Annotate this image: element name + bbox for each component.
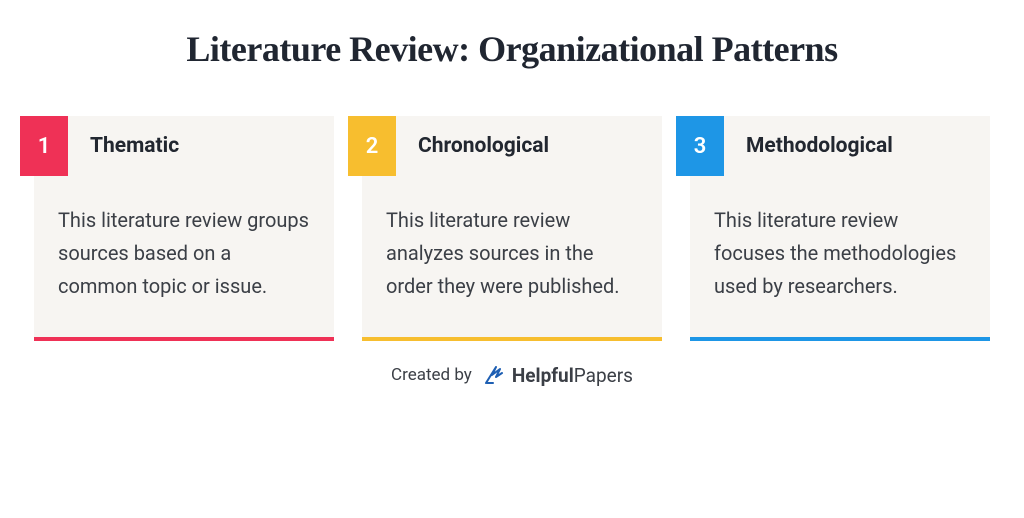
card-number-badge: 1 bbox=[20, 116, 68, 176]
card-number-badge: 2 bbox=[348, 116, 396, 176]
card-chronological: 2 Chronological This literature review a… bbox=[362, 116, 662, 341]
created-by-label: Created by bbox=[391, 365, 472, 385]
cards-row: 1 Thematic This literature review groups… bbox=[34, 116, 990, 341]
card-header: 2 Chronological bbox=[362, 116, 662, 176]
card-underline bbox=[690, 337, 990, 341]
brand-name: HelpfulPapers bbox=[512, 364, 633, 387]
card-thematic: 1 Thematic This literature review groups… bbox=[34, 116, 334, 341]
card-header: 1 Thematic bbox=[34, 116, 334, 176]
card-title: Thematic bbox=[90, 134, 179, 158]
card-title: Chronological bbox=[418, 134, 549, 158]
brand-name-light: Papers bbox=[574, 364, 633, 387]
card-header: 3 Methodological bbox=[690, 116, 990, 176]
card-body: This literature review analyzes sources … bbox=[362, 176, 662, 337]
footer: Created by HelpfulPapers bbox=[34, 363, 990, 387]
card-number-badge: 3 bbox=[676, 116, 724, 176]
card-underline bbox=[362, 337, 662, 341]
card-methodological: 3 Methodological This literature review … bbox=[690, 116, 990, 341]
infographic-container: Literature Review: Organizational Patter… bbox=[0, 0, 1024, 399]
page-title: Literature Review: Organizational Patter… bbox=[34, 28, 990, 70]
brand-logo-icon bbox=[482, 363, 506, 387]
brand: HelpfulPapers bbox=[482, 363, 633, 387]
brand-name-bold: Helpful bbox=[512, 364, 574, 387]
card-underline bbox=[34, 337, 334, 341]
card-body: This literature review focuses the metho… bbox=[690, 176, 990, 337]
card-title: Methodological bbox=[746, 134, 893, 158]
card-body: This literature review groups sources ba… bbox=[34, 176, 334, 337]
